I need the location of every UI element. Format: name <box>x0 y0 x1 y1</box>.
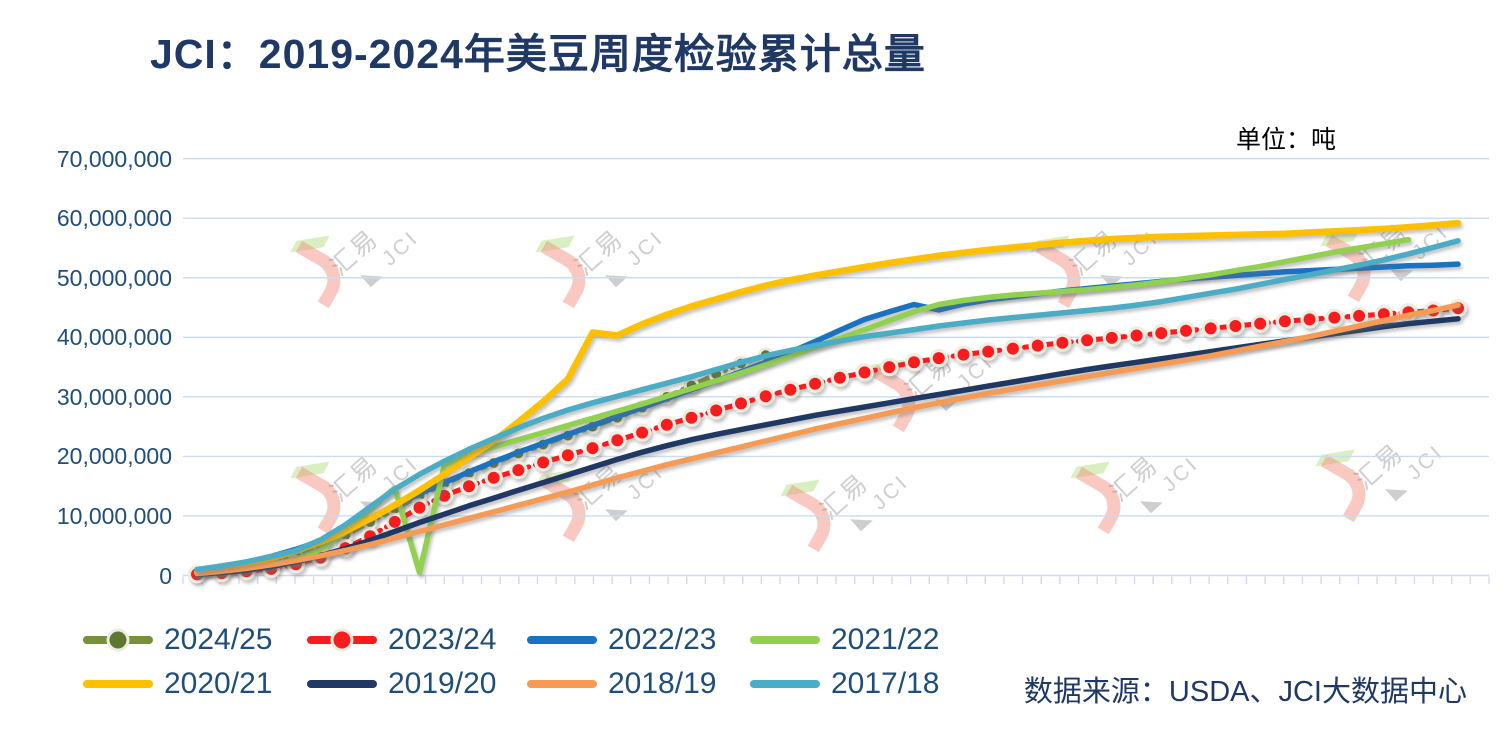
data-point-marker <box>707 401 726 420</box>
y-axis-tick-label: 50,000,000 <box>56 264 172 291</box>
data-point-marker <box>682 408 701 427</box>
y-axis-tick-label: 0 <box>159 562 172 589</box>
data-point-marker <box>484 468 503 487</box>
legend-label: 2021/22 <box>831 623 940 656</box>
legend-swatch <box>527 680 597 688</box>
series-line <box>194 316 1461 578</box>
legend-item-2017-18: 2017/18 <box>750 666 939 702</box>
series-line <box>194 305 1461 577</box>
data-point-marker <box>1226 316 1245 336</box>
legend-label: 2018/19 <box>608 667 717 700</box>
data-point-marker <box>1102 328 1122 348</box>
data-point-marker <box>1127 326 1146 345</box>
data-point-marker <box>1349 306 1369 326</box>
y-axis-tick-label: 40,000,000 <box>56 324 172 351</box>
data-point-marker <box>459 477 479 496</box>
data-point-marker <box>781 380 800 399</box>
legend-item-2018-19: 2018/19 <box>527 666 716 702</box>
data-point-marker <box>929 348 949 368</box>
legend-item-2023-24: 2023/24 <box>307 622 496 658</box>
data-point-marker <box>731 394 751 413</box>
data-point-marker <box>1325 308 1344 327</box>
chart-title: JCI：2019-2024年美豆周度检验累计总量 <box>150 31 926 77</box>
legend-label: 2023/24 <box>388 623 497 656</box>
legend-label: 2024/25 <box>164 623 273 656</box>
series-2023-24 <box>187 298 1468 584</box>
data-point-marker <box>1250 314 1270 333</box>
legend-label: 2017/18 <box>831 667 940 700</box>
series-line <box>193 219 1462 576</box>
legend-swatch <box>527 636 597 644</box>
data-point-marker <box>830 368 850 387</box>
data-point-marker <box>1201 319 1220 338</box>
data-point-marker <box>558 446 578 465</box>
y-axis-tick-label: 70,000,000 <box>56 145 172 172</box>
data-point-marker <box>979 342 998 361</box>
series-line <box>194 238 1461 573</box>
series-line <box>194 302 1461 577</box>
data-point-marker <box>954 345 973 364</box>
legend-item-2019-20: 2019/20 <box>307 666 496 702</box>
unit-label: 单位：吨 <box>1236 126 1337 154</box>
data-point-marker <box>1003 339 1023 358</box>
data-source: 数据来源：USDA、JCI大数据中心 <box>1023 676 1467 708</box>
data-point-marker <box>855 363 874 382</box>
y-axis-tick-label: 10,000,000 <box>56 502 172 529</box>
data-point-marker <box>1300 310 1319 329</box>
data-point-marker <box>805 374 825 393</box>
legend-item-2020-21: 2020/21 <box>83 666 272 702</box>
data-point-marker <box>1176 321 1196 340</box>
data-point-marker <box>1152 323 1171 343</box>
data-point-marker <box>583 438 602 458</box>
data-point-marker <box>509 460 528 480</box>
data-point-marker <box>1028 336 1047 355</box>
y-axis-tick-label: 30,000,000 <box>56 383 172 410</box>
legend-swatch <box>83 680 153 688</box>
data-point-marker <box>657 415 677 434</box>
data-point-marker <box>410 498 429 517</box>
legend-label: 2020/21 <box>164 667 273 700</box>
y-axis-tick-label: 60,000,000 <box>56 205 172 232</box>
data-point-marker <box>756 387 775 406</box>
legend-swatch <box>750 680 820 688</box>
data-point-marker <box>608 431 627 450</box>
series-2018-19 <box>194 302 1461 577</box>
legend-swatch <box>750 636 820 644</box>
series-2020-21 <box>193 219 1462 576</box>
series-2017-18 <box>194 238 1461 573</box>
legend-swatch <box>83 631 153 649</box>
data-point-marker <box>1077 331 1097 350</box>
data-point-marker <box>1053 333 1072 352</box>
data-point-marker <box>632 423 652 442</box>
legend-swatch <box>307 680 377 688</box>
series-2019-20 <box>194 316 1461 578</box>
legend-item-2021-22: 2021/22 <box>750 622 939 658</box>
y-axis-tick-label: 20,000,000 <box>56 443 172 470</box>
legend-marker-dot <box>109 631 127 649</box>
data-point-marker <box>534 453 553 472</box>
data-point-marker <box>904 353 924 372</box>
legend-marker-dot <box>333 631 351 649</box>
legend-label: 2022/23 <box>608 623 717 656</box>
data-point-marker <box>1275 312 1295 331</box>
legend-label: 2019/20 <box>388 667 497 700</box>
legend-item-2024-25: 2024/25 <box>83 622 272 658</box>
legend-swatch <box>307 631 377 649</box>
legend-item-2022-23: 2022/23 <box>527 622 716 658</box>
data-point-marker <box>880 357 899 377</box>
